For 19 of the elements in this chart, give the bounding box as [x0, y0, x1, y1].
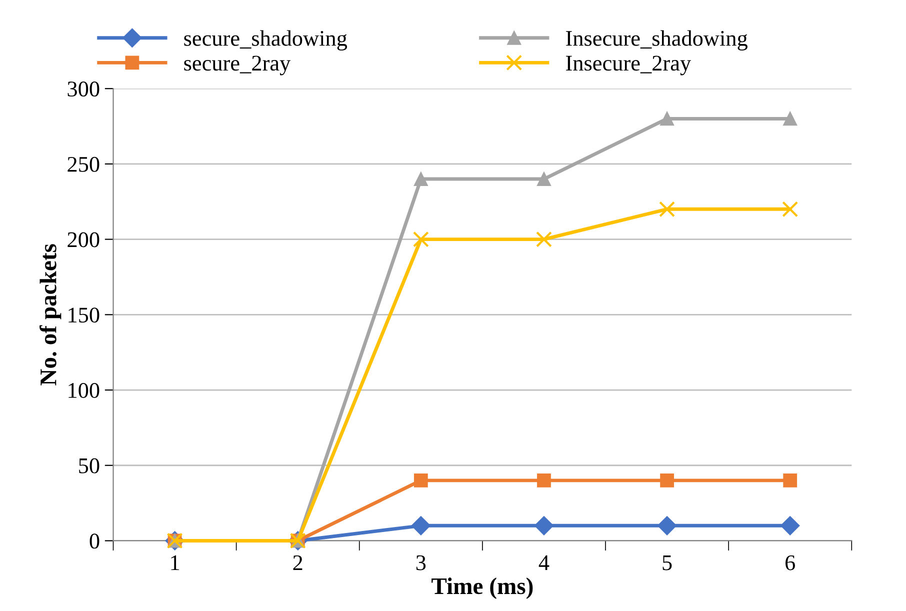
x-tick-label: 4: [538, 555, 550, 570]
x-tick-label: 2: [293, 555, 302, 570]
y-tick-label: 150: [68, 308, 100, 323]
legend-label: Insecure_2ray: [566, 56, 691, 76]
y-tick-label: 250: [68, 156, 100, 172]
legend-label: Insecure_shadowing: [566, 30, 748, 50]
x-axis-title: Time (ms): [432, 578, 533, 599]
y-tick-label: 200: [68, 232, 100, 248]
x-tick-label: 6: [786, 555, 795, 570]
y-axis-title: No. of packets: [40, 244, 62, 386]
x-tick-label: 3: [416, 555, 426, 570]
y-tick-label: 100: [68, 382, 100, 398]
legend-label: secure_shadowing: [184, 30, 348, 50]
y-tick-label: 50: [79, 458, 100, 474]
x-tick-label: 1: [171, 555, 180, 570]
y-tick-label: 0: [90, 534, 100, 549]
legend-label: secure_2ray: [184, 56, 291, 76]
y-tick-label: 300: [68, 82, 100, 97]
x-tick-label: 5: [662, 555, 672, 570]
